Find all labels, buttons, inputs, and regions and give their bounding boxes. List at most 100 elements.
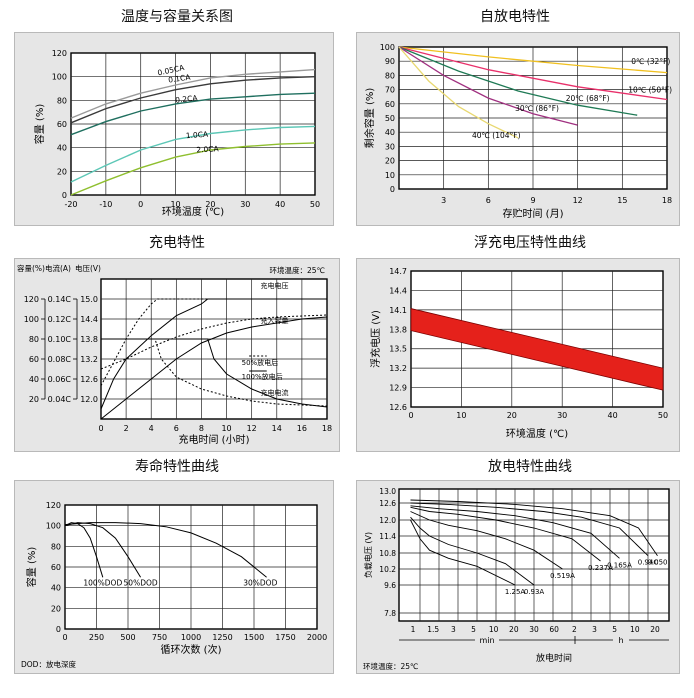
series-line-0.165A — [410, 505, 620, 559]
x-tick-label: 15 — [617, 196, 627, 205]
x-tick-label: 1250 — [212, 633, 232, 642]
x-tick-label: 20 — [507, 411, 517, 420]
y-tick-label: 20 — [385, 157, 395, 166]
series-line-current-50 — [101, 338, 328, 407]
x-tick-label: 2 — [124, 424, 129, 433]
series-label: 30%DOD — [243, 579, 277, 588]
y-tick-label: 80 — [385, 71, 395, 80]
x-tick-label: 60 — [549, 625, 559, 634]
x-tick-label: 5 — [612, 625, 617, 634]
y-tick-label: 14.1 — [389, 306, 407, 315]
y-tick-label: 60 — [57, 120, 67, 129]
series-line-30%DOD — [64, 522, 267, 578]
life-chart-title: 寿命特性曲线 — [135, 459, 219, 475]
x-tick-label: 6 — [486, 196, 491, 205]
selfdischarge-chart: 3 6 9 12 15 18 0 10 20 30 40 50 60 70 80 90 100 0℃ (32°F)… — [363, 43, 672, 220]
discharge-50-label: 50%放电后 — [242, 358, 279, 367]
series-line — [398, 46, 668, 101]
x-tick-label: 3 — [451, 625, 456, 634]
y-tick-label: 12.6 — [379, 499, 396, 508]
capacity-axis-title: 容量(%) — [17, 263, 45, 273]
x-axis-title: 环境温度 (℃) — [162, 205, 224, 218]
series-label: 20℃ (68°F) — [566, 94, 610, 103]
y-tick-label: 0 — [62, 191, 67, 200]
series-line-capacity-50 — [100, 314, 328, 370]
current-tick-label: 0.12C — [48, 315, 72, 324]
x-tick-label: 14 — [272, 424, 282, 433]
series-line-100%DOD — [64, 522, 104, 578]
voltage-tick-label: 13.8 — [80, 335, 98, 344]
y-tick-label: 30 — [385, 142, 395, 151]
selfdischarge-chart-title: 自放电特性 — [480, 9, 550, 25]
y-tick-label: 7.8 — [384, 609, 396, 618]
y-tick-label: 100 — [52, 73, 67, 82]
series-line-0.519A — [410, 511, 563, 570]
y-axis-title: 负载电压 (V) — [363, 532, 373, 578]
x-tick-label: 1500 — [244, 633, 264, 642]
y-tick-label: 20 — [51, 604, 61, 613]
x-tick-label: 20 — [509, 625, 519, 634]
y-axis-title: 容量 (%) — [33, 104, 46, 145]
float-voltage-band — [410, 308, 664, 391]
x-tick-label: 30 — [240, 200, 250, 209]
ambient-label: 环境温度：25℃ — [270, 265, 325, 275]
current-tick-label: 0.04C — [48, 395, 72, 404]
x-tick-label: -10 — [99, 200, 112, 209]
y-tick-label: 80 — [57, 96, 67, 105]
y-axis-title: 剩余容量 (%) — [363, 88, 376, 149]
discharge-chart-title: 放电特性曲线 — [488, 459, 572, 475]
series-line-capacity-100 — [100, 316, 328, 420]
x-tick-label: 10 — [630, 625, 640, 634]
series-line-0.94C — [410, 502, 649, 557]
y-tick-label: 13.5 — [389, 345, 407, 354]
x-tick-label: 0 — [138, 200, 143, 209]
x-tick-label: 18 — [662, 196, 672, 205]
x-tick-label: 40 — [608, 411, 618, 420]
x-tick-label: 3 — [441, 196, 446, 205]
y-tick-label: 40 — [385, 128, 395, 137]
x-tick-label: 18 — [322, 424, 332, 433]
voltage-tick-label: 12.0 — [80, 395, 98, 404]
series-label: 0.1CA — [168, 72, 192, 84]
x-tick-label: 10 — [489, 625, 499, 634]
y-tick-label: 14.4 — [389, 286, 407, 295]
x-tick-label: 10 — [456, 411, 466, 420]
charge-chart-title: 充电特性 — [149, 235, 205, 251]
x-axis-title: 放电时间 — [536, 652, 572, 664]
current-tick-label: 0.06C — [48, 375, 72, 384]
series-label: 1.0CA — [186, 130, 210, 141]
series-line-charge-voltage-50 — [100, 298, 327, 386]
series-line-current-100 — [101, 338, 328, 408]
series-line-50%DOD — [64, 522, 142, 578]
x-tick-label: 0 — [62, 633, 67, 642]
x-tick-label: 2 — [572, 625, 577, 634]
charge-chart: 0 2 4 6 8 10 12 14 16 18 容量(%) 电流(A) 电压(V) 环境温度：25℃ 20… — [17, 263, 332, 446]
x-tick-label: 3 — [592, 625, 597, 634]
x-tick-label: 16 — [297, 424, 307, 433]
series-label: 30℃ (86°F) — [515, 104, 559, 113]
voltage-tick-label: 12.6 — [80, 375, 98, 384]
discharge-chart-panel: 1.25A 0.93A 0.519A 0.237A 0.165A 0.94C 0.050 1 1… — [356, 480, 680, 674]
min-label-bg — [475, 634, 499, 645]
min-unit-label: min — [479, 636, 494, 645]
y-tick-label: 10.2 — [379, 565, 396, 574]
y-tick-label: 10 — [385, 171, 395, 180]
y-tick-label: 100 — [46, 522, 61, 531]
series-label: 40℃ (104°F) — [472, 131, 521, 140]
plot-area — [100, 278, 328, 420]
x-tick-label: 6 — [174, 424, 179, 433]
charge-chart-panel: 0 2 4 6 8 10 12 14 16 18 容量(%) 电流(A) 电压(V) 环境温度：25℃ 20… — [14, 258, 340, 452]
h-label-bg — [613, 634, 629, 645]
capacity-tick-label: 20 — [29, 395, 39, 404]
y-tick-label: 11.4 — [379, 532, 396, 541]
x-tick-label: 20 — [205, 200, 215, 209]
x-tick-label: 1000 — [181, 633, 201, 642]
current-tick-label: 0.08C — [48, 355, 72, 364]
series-label: 10℃ (50°F) — [628, 85, 672, 94]
float-chart-panel: 0 10 20 30 40 50 12.6 12.9 13.2 13.5 13.8 14.1 14.4 1… — [356, 258, 680, 452]
x-tick-label: 50 — [658, 411, 668, 420]
x-tick-label: 10 — [170, 200, 180, 209]
y-tick-label: 20 — [57, 167, 67, 176]
y-tick-label: 14.7 — [389, 267, 407, 276]
capacity-tick-label: 120 — [24, 295, 39, 304]
